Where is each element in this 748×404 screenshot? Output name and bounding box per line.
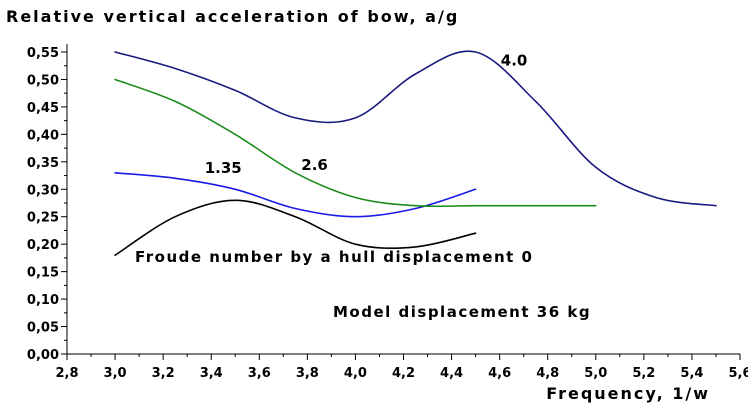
y-tick-label: 0,50 <box>27 73 59 88</box>
y-tick-label: 0,40 <box>27 128 59 143</box>
y-tick-label: 0,20 <box>27 238 59 253</box>
series-line-2-6 <box>114 78 597 208</box>
y-tick-label: 0,45 <box>27 101 59 116</box>
series-curves <box>114 50 717 256</box>
chart-axes: 0,00 0,05 0,10 0,15 0,20 0,25 0,30 0,35 0,40 0,45… <box>27 44 748 381</box>
series-label-4-0: 4.0 <box>501 52 528 70</box>
x-tick-label: 5,6 <box>728 366 748 381</box>
y-tick-label: 0,30 <box>27 183 59 198</box>
y-tick-label: 0,10 <box>27 293 59 308</box>
x-tick-label: 4,8 <box>536 366 559 381</box>
x-tick-label: 4,2 <box>392 366 415 381</box>
x-tick-label: 4,4 <box>440 366 463 381</box>
chart-title: Relative vertical acceleration of bow, a… <box>6 7 459 26</box>
x-tick-label: 3,6 <box>248 366 271 381</box>
x-tick-label: 3,2 <box>152 366 175 381</box>
y-tick-label: 0,15 <box>27 266 59 281</box>
y-tick-label: 0,05 <box>27 321 59 336</box>
x-tick-label: 3,0 <box>104 366 127 381</box>
x-tick-label: 3,8 <box>296 366 319 381</box>
x-tick-label: 5,2 <box>632 366 655 381</box>
x-axis-label: Frequency, 1/w <box>546 384 710 403</box>
series-label-1-35: 1.35 <box>205 159 242 177</box>
y-tick-label: 0,25 <box>27 211 59 226</box>
y-tick-label: 0,55 <box>27 46 59 61</box>
x-tick-label: 4,6 <box>488 366 511 381</box>
x-tick-label: 3,4 <box>200 366 223 381</box>
series-line-4-0 <box>114 50 717 207</box>
y-tick-label: 0,00 <box>27 348 59 363</box>
annotation-displacement: Model displacement 36 kg <box>333 303 591 321</box>
series-labels: 1.35 2.6 4.0 <box>205 52 528 177</box>
series-label-2-6: 2.6 <box>301 156 328 174</box>
x-tick-label: 2,8 <box>55 366 78 381</box>
series-line-0 <box>114 199 477 256</box>
x-tick-label: 4,0 <box>344 366 367 381</box>
x-tick-label: 5,0 <box>584 366 607 381</box>
y-tick-label: 0,35 <box>27 156 59 171</box>
x-tick-label: 5,4 <box>680 366 703 381</box>
series-line-1-35 <box>114 172 477 218</box>
annotation-froude: Froude number by a hull displacement 0 <box>135 248 533 266</box>
